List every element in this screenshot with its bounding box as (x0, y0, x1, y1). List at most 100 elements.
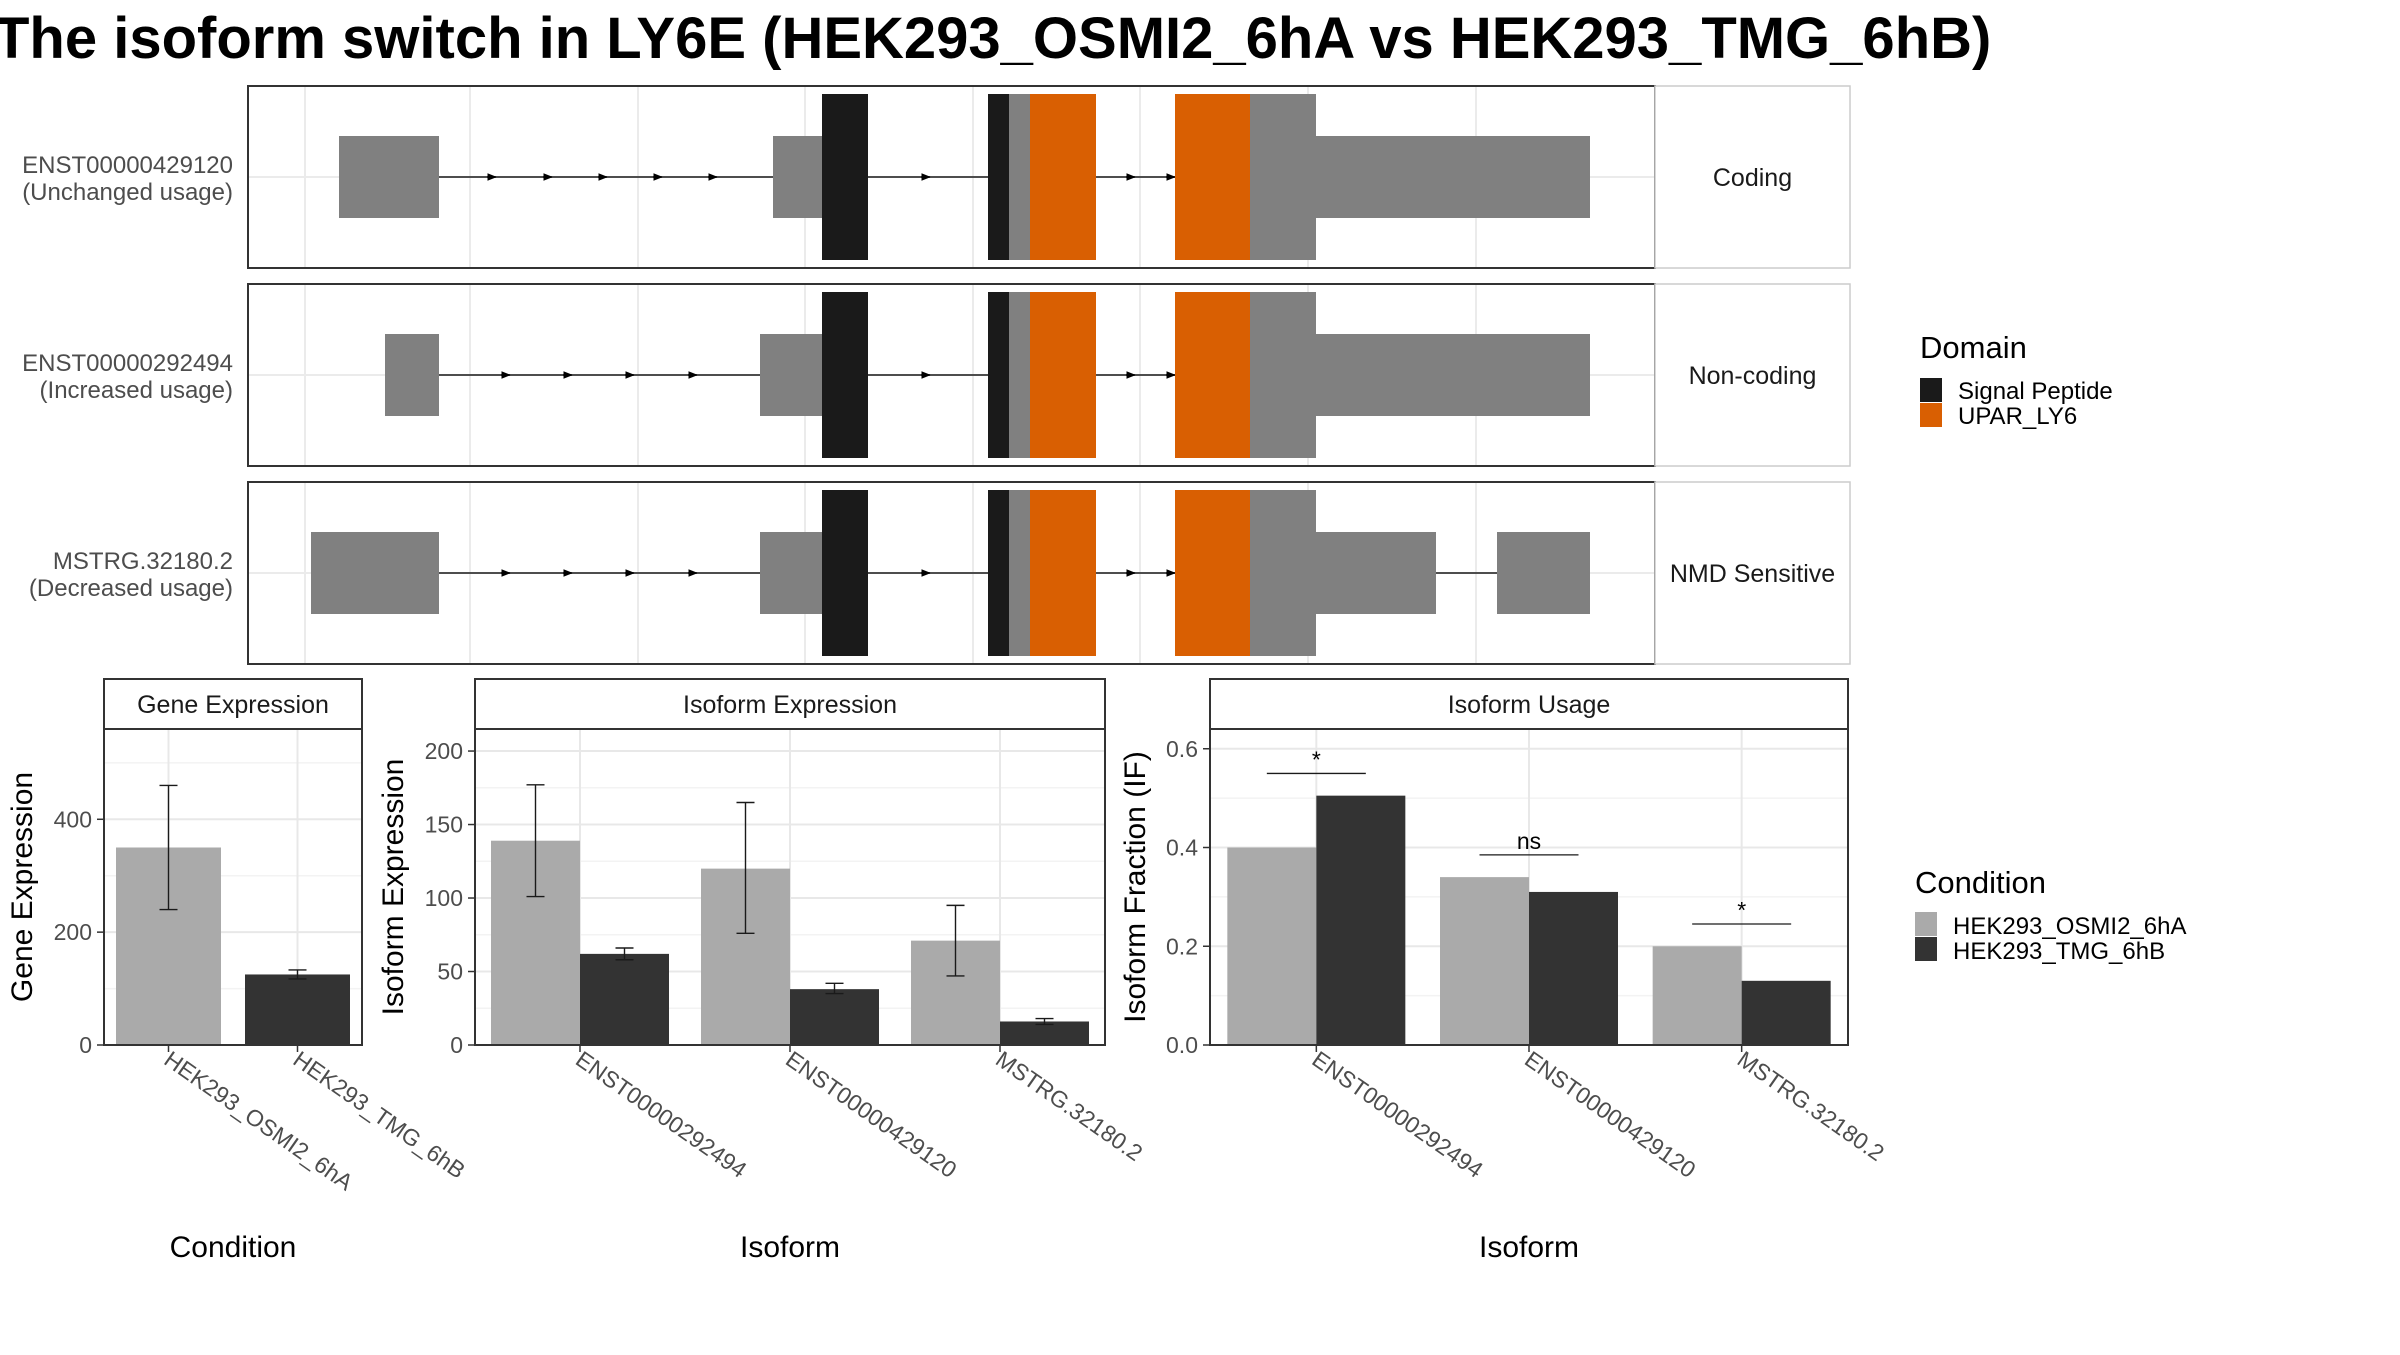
exon (385, 334, 439, 416)
exon (773, 136, 822, 218)
x-tick-label: ENST00000292494 (571, 1046, 752, 1183)
exon (1250, 94, 1316, 260)
facet-strip-label: Isoform Usage (1448, 691, 1611, 719)
usage-status-label: (Increased usage) (40, 377, 233, 404)
y-tick-label: 0.6 (1166, 736, 1198, 762)
x-axis-title: Isoform (1479, 1231, 1579, 1264)
usage-status-label: (Decreased usage) (29, 575, 233, 602)
signal-peptide-domain (822, 94, 868, 260)
facet-strip-label: Gene Expression (137, 691, 329, 719)
signal-peptide-domain (822, 490, 868, 656)
exon (1316, 532, 1436, 614)
isoform-id-label: ENST00000429120 (22, 152, 233, 179)
exon (1250, 292, 1316, 458)
y-tick-label: 200 (425, 738, 463, 764)
y-tick-label: 150 (425, 812, 463, 838)
bar (1741, 980, 1831, 1045)
signal-peptide-domain (988, 292, 1009, 458)
bar (580, 953, 669, 1045)
transcript-type-strip (1654, 85, 1851, 269)
facet-strip (103, 678, 363, 730)
exon (760, 334, 822, 416)
y-tick-label: 0.4 (1166, 835, 1198, 861)
y-tick-label: 100 (425, 885, 463, 911)
exon (1009, 94, 1030, 260)
transcript-type-label: Coding (1713, 164, 1792, 192)
facet-strip-label: Isoform Expression (683, 691, 897, 719)
upar-ly6-domain (1030, 292, 1096, 458)
isoform-structure-row-1: Coding ENST00000429120(Unchanged usage) (22, 85, 1851, 269)
domain-legend-key (1920, 403, 1942, 427)
chart-3: * ns * Isoform Usage 0.0 0.2 0.4 0.6 ENST0000029… (1119, 678, 1889, 1264)
bar (1227, 847, 1317, 1045)
bar (1529, 891, 1618, 1045)
bar (1652, 946, 1742, 1045)
domain-legend-key (1920, 378, 1942, 402)
x-tick-label: ENST00000429120 (1520, 1046, 1700, 1183)
condition-legend-label: HEK293_OSMI2_6hA (1953, 913, 2186, 940)
bar (1440, 877, 1529, 1045)
isoform-structure-row-3: NMD Sensitive MSTRG.32180.2(Decreased usa… (29, 481, 1851, 665)
usage-status-label: (Unchanged usage) (22, 179, 233, 206)
upar-ly6-domain (1175, 94, 1250, 260)
bar (1316, 795, 1406, 1045)
transcript-type-label: Non-coding (1689, 362, 1817, 390)
chart-2: Isoform Expression 0 50 100 150 200 ENST000002… (377, 678, 1147, 1264)
x-tick-label: ENST00000429120 (781, 1046, 961, 1183)
y-tick-label: 0 (450, 1032, 463, 1058)
x-tick-label: MSTRG.32180.2 (991, 1046, 1147, 1166)
bar (1000, 1021, 1089, 1045)
x-tick-label: MSTRG.32180.2 (1733, 1046, 1889, 1166)
exon (1009, 292, 1030, 458)
upar-ly6-domain (1030, 490, 1096, 656)
bar (790, 989, 879, 1045)
significance-label: * (1737, 897, 1746, 923)
signal-peptide-domain (988, 490, 1009, 656)
isoform-structure-row-2: Non-coding ENST00000292494(Increased usag… (22, 283, 1851, 467)
figure-title: The isoform switch in LY6E (HEK293_OSMI2… (0, 6, 1991, 71)
y-tick-label: 400 (54, 806, 92, 832)
y-tick-label: 0 (79, 1032, 92, 1058)
domain-legend-label: UPAR_LY6 (1958, 403, 2077, 430)
facet-strip (474, 678, 1106, 730)
exon (1009, 490, 1030, 656)
exon (1497, 532, 1590, 614)
y-tick-label: 50 (437, 959, 463, 985)
exon (760, 532, 822, 614)
condition-legend-title: Condition (1915, 865, 2046, 900)
upar-ly6-domain (1175, 490, 1250, 656)
y-axis-title: Gene Expression (6, 772, 39, 1002)
upar-ly6-domain (1175, 292, 1250, 458)
condition-legend-label: HEK293_TMG_6hB (1953, 938, 2165, 965)
exon (1316, 136, 1590, 218)
y-tick-label: 0.0 (1166, 1032, 1198, 1058)
transcript-type-label: NMD Sensitive (1670, 560, 1835, 588)
signal-peptide-domain (822, 292, 868, 458)
domain-legend-title: Domain (1920, 330, 2027, 365)
isoform-id-label: MSTRG.32180.2 (53, 548, 233, 575)
x-axis-title: Isoform (740, 1231, 840, 1264)
domain-legend-label: Signal Peptide (1958, 378, 2113, 405)
y-tick-label: 0.2 (1166, 933, 1198, 959)
x-axis-title: Condition (170, 1231, 297, 1264)
transcript-type-strip (1654, 283, 1851, 467)
facet-strip (1209, 678, 1849, 730)
y-axis-title: Isoform Fraction (IF) (1119, 751, 1152, 1023)
y-tick-label: 200 (54, 919, 92, 945)
exon (1250, 490, 1316, 656)
condition-legend-key (1915, 937, 1937, 961)
exon (311, 532, 439, 614)
x-tick-label: ENST00000292494 (1307, 1046, 1488, 1183)
significance-label: * (1312, 746, 1321, 772)
isoform-id-label: ENST00000292494 (22, 350, 233, 377)
exon (1316, 334, 1590, 416)
signal-peptide-domain (988, 94, 1009, 260)
transcript-type-strip (1654, 481, 1851, 665)
bar (245, 974, 350, 1045)
upar-ly6-domain (1030, 94, 1096, 260)
condition-legend-key (1915, 912, 1937, 936)
exon (339, 136, 439, 218)
y-axis-title: Isoform Expression (377, 759, 410, 1016)
